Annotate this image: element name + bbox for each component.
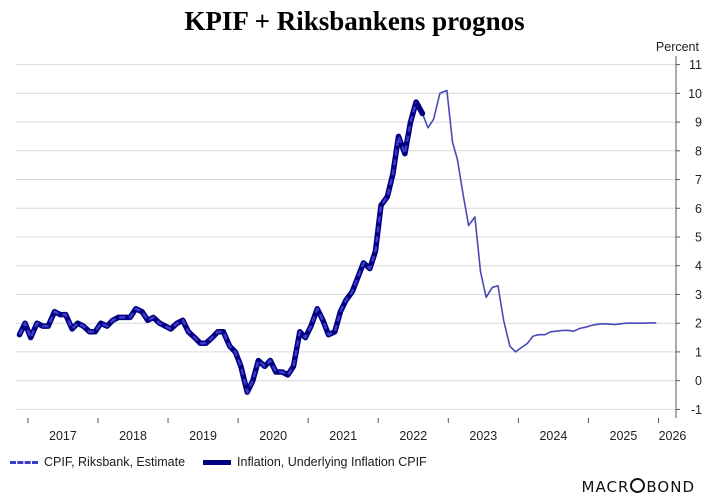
x-tick-label-2021: 2021: [329, 429, 357, 443]
y-tick-label-6: 6: [695, 202, 702, 216]
y-tick-label-4: 4: [695, 259, 702, 273]
legend-label-cpif-estimate: CPIF, Riksbank, Estimate: [44, 455, 186, 469]
y-tick-label-2: 2: [695, 317, 702, 331]
y-tick-labels: -1 0 1 2 3 4 5 6 7 8 9 10 11: [688, 58, 702, 417]
x-tick-label-2023: 2023: [469, 429, 497, 443]
legend-swatch-dashed: [10, 460, 38, 464]
series-line-underlying-cpif: [16, 99, 426, 395]
x-tick-label-2022: 2022: [399, 429, 427, 443]
y-tick-label-0: 0: [695, 374, 702, 388]
series-line-cpif-estimate: [18, 101, 418, 394]
x-tick-label-2018: 2018: [119, 429, 147, 443]
y-tick-label-1: 1: [695, 345, 702, 359]
x-tick-label-2025: 2025: [610, 429, 638, 443]
gridlines: [16, 64, 676, 410]
y-tick-label--1: -1: [691, 403, 702, 417]
series-layer: [16, 89, 657, 395]
x-tick-label-2026: 2026: [659, 429, 687, 443]
logo-o-ring: [630, 478, 646, 493]
y-tick-label-7: 7: [695, 173, 702, 187]
y-tick-label-10: 10: [688, 87, 702, 101]
x-tick-label-2020: 2020: [259, 429, 287, 443]
x-tick-label-2024: 2024: [539, 429, 567, 443]
legend-swatch-solid: [203, 459, 232, 465]
y-tick-label-3: 3: [695, 288, 702, 302]
legend-item-underlying-cpif: Inflation, Underlying Inflation CPIF: [203, 455, 427, 469]
legend: CPIF, Riksbank, Estimate Inflation, Unde…: [10, 455, 445, 469]
x-tick-label-2017: 2017: [49, 429, 77, 443]
x-tick-label-2019: 2019: [189, 429, 217, 443]
y-tick-label-5: 5: [695, 231, 702, 245]
y-tick-label-8: 8: [695, 144, 702, 158]
y-axis-unit-label: Percent: [655, 40, 699, 54]
chart-title: KPIF + Riksbankens prognos: [184, 6, 525, 36]
legend-label-underlying-cpif: Inflation, Underlying Inflation CPIF: [237, 455, 427, 469]
axes: [27, 56, 680, 423]
macrobond-logo: MACR BOND: [581, 478, 695, 496]
series-line-riksbank-forecast: [415, 89, 657, 353]
legend-item-cpif-estimate: CPIF, Riksbank, Estimate: [10, 455, 185, 469]
y-tick-label-11: 11: [689, 58, 702, 72]
x-tick-labels: 2017 2018 2019 2020 2021 2022 2023 2024 2025 2026: [49, 429, 686, 443]
y-tick-label-9: 9: [695, 116, 702, 130]
